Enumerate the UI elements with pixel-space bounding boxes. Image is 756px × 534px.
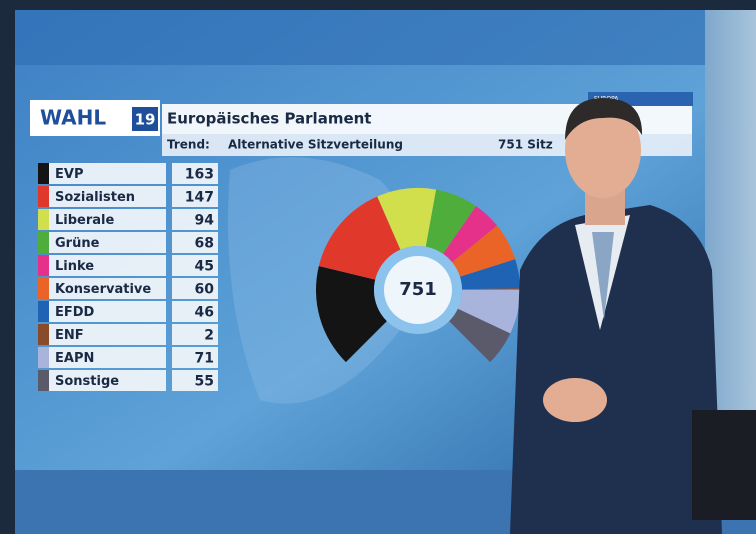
row-name-bg <box>38 186 166 207</box>
row-swatch <box>38 163 49 184</box>
row-name-bg <box>38 278 166 299</box>
row-name: EAPN <box>55 351 94 366</box>
row-name: Sonstige <box>55 374 119 389</box>
row-swatch <box>38 301 49 322</box>
row-name-bg <box>38 209 166 230</box>
row-value-bg <box>172 301 218 322</box>
row-name: ENF <box>55 328 84 343</box>
logo-year-box <box>132 107 158 131</box>
row-swatch <box>38 278 49 299</box>
row-value-bg <box>172 186 218 207</box>
row-swatch <box>38 347 49 368</box>
row-value: 2 <box>204 328 214 344</box>
chart: EVP 163 Sozialisten 147 Liberale 94 Grüne 68 Lin… <box>38 163 520 391</box>
row-value: 71 <box>195 351 214 367</box>
donut-slice <box>459 259 520 290</box>
logo-year: 19 <box>135 111 156 129</box>
row-value-bg <box>172 278 218 299</box>
screen-top <box>15 10 705 65</box>
row-value-bg <box>172 347 218 368</box>
row-name-bg <box>38 324 166 345</box>
donut-slice <box>316 266 387 363</box>
row-value: 163 <box>185 167 214 183</box>
center-total: 751 <box>399 279 437 300</box>
row-swatch <box>38 324 49 345</box>
row-name: Linke <box>55 259 94 274</box>
tie <box>592 232 614 320</box>
row-value-bg <box>172 370 218 391</box>
row-swatch <box>38 370 49 391</box>
row-name: EFDD <box>55 305 95 320</box>
row-swatch <box>38 232 49 253</box>
row-name-bg <box>38 232 166 253</box>
row-name-bg <box>38 255 166 276</box>
presenter <box>510 98 722 534</box>
hair <box>565 98 643 140</box>
row-value: 55 <box>195 374 214 390</box>
logo: WAHL <box>40 106 106 130</box>
donut-slice <box>318 196 401 280</box>
row-value: 60 <box>195 282 215 298</box>
row-value: 45 <box>195 259 214 275</box>
row-value-bg <box>172 324 218 345</box>
row-value: 46 <box>195 305 214 321</box>
row-value-bg <box>172 232 218 253</box>
row-value: 147 <box>185 190 214 206</box>
row-value: 68 <box>195 236 214 252</box>
seats-label: 751 Sitz <box>498 138 553 152</box>
row-name: EVP <box>55 167 83 182</box>
head <box>565 102 641 198</box>
donut-slice <box>457 289 520 334</box>
donut-slice <box>443 206 498 263</box>
row-name: Konservative <box>55 282 151 297</box>
donut-slice <box>449 308 511 363</box>
desk-monitor <box>692 410 756 520</box>
row-name-bg <box>38 370 166 391</box>
row-value-bg <box>172 163 218 184</box>
donut-slice <box>461 288 520 290</box>
row-name-bg <box>38 163 166 184</box>
hands <box>543 378 607 422</box>
subtitle-label: Trend: <box>167 138 210 152</box>
row-name-bg <box>38 347 166 368</box>
donut-slice <box>377 188 437 250</box>
row-value-bg <box>172 255 218 276</box>
row-swatch <box>38 255 49 276</box>
row-swatch <box>38 209 49 230</box>
row-name: Liberale <box>55 213 115 228</box>
row-name: Grüne <box>55 236 100 251</box>
row-swatch <box>38 186 49 207</box>
title: Europäisches Parlament <box>167 110 371 128</box>
suit <box>510 205 722 534</box>
center-disc <box>384 256 452 324</box>
subtitle-bar <box>162 134 692 156</box>
donut-slice <box>452 225 516 277</box>
row-name: Sozialisten <box>55 190 135 205</box>
row-name-bg <box>38 301 166 322</box>
donut-slice <box>425 189 477 254</box>
row-value-bg <box>172 209 218 230</box>
row-value: 94 <box>195 213 215 229</box>
subtitle: Alternative Sitzverteilung <box>228 138 403 152</box>
